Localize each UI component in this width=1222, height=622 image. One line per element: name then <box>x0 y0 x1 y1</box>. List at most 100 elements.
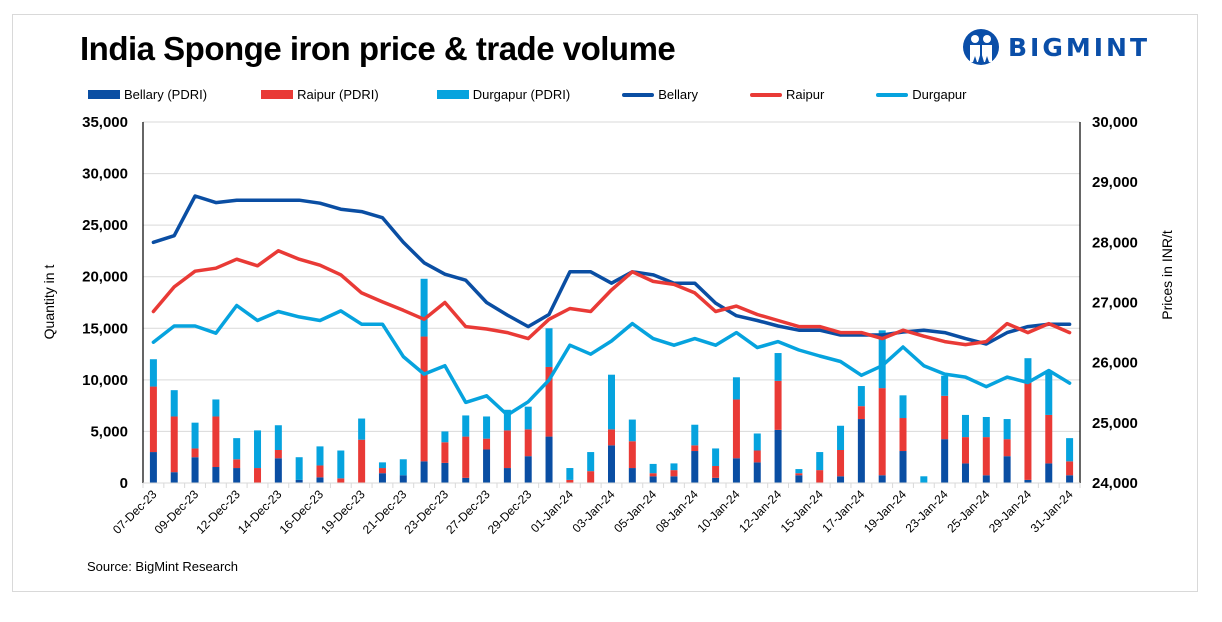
bar-raipur-pdri <box>503 430 511 469</box>
legend-label: Raipur (PDRI) <box>297 87 379 102</box>
y-axis-label: Quantity in t <box>41 265 57 340</box>
bar-raipur-pdri <box>941 395 949 440</box>
bar-bellary-pdri <box>233 468 241 483</box>
x-tick-label: 19-Jan-24 <box>861 487 909 535</box>
bar-durgapur-pdri <box>795 469 803 474</box>
bar-bellary-pdri <box>1003 456 1011 483</box>
bar-raipur-pdri <box>795 473 803 476</box>
x-tick-label: 07-Dec-23 <box>110 487 160 537</box>
y-tick-label: 0 <box>120 475 128 492</box>
x-tick-label: 14-Dec-23 <box>235 487 285 537</box>
bar-bellary-pdri <box>774 429 782 483</box>
bar-raipur-pdri <box>649 473 657 477</box>
bar-durgapur-pdri <box>170 390 178 417</box>
bar-durgapur-pdri <box>316 446 324 466</box>
legend-item-durgapur: Durgapur <box>876 87 966 102</box>
y2-tick-label: 26,000 <box>1092 355 1138 372</box>
bar-raipur-pdri <box>462 436 470 478</box>
bar-raipur-pdri <box>170 416 178 473</box>
bar-bellary-pdri <box>1066 475 1074 483</box>
bar-durgapur-pdri <box>503 409 511 431</box>
bar-bellary-pdri <box>691 451 699 483</box>
bar-raipur-pdri <box>587 471 595 483</box>
bar-durgapur-pdri <box>441 431 449 443</box>
bar-bellary-pdri <box>649 476 657 483</box>
bar-raipur-pdri <box>878 388 886 476</box>
x-tick-label: 09-Dec-23 <box>152 487 202 537</box>
x-tick-label: 08-Jan-24 <box>653 487 701 535</box>
legend-swatch <box>622 92 655 97</box>
bars <box>149 278 1074 483</box>
legend-label: Raipur <box>785 87 825 102</box>
bar-raipur-pdri <box>233 459 241 469</box>
x-tick-label: 23-Jan-24 <box>903 487 951 535</box>
legend-label: Bellary (PDRI) <box>124 87 208 102</box>
x-tick-label: 29-Jan-24 <box>986 487 1034 535</box>
y-tick-label: 25,000 <box>82 217 128 234</box>
bar-bellary-pdri <box>608 445 615 483</box>
y2-tick-label: 30,000 <box>1092 114 1138 131</box>
bar-durgapur-pdri <box>1003 419 1011 440</box>
bar-raipur-pdri <box>961 437 969 464</box>
bar-durgapur-pdri <box>1024 358 1032 382</box>
bar-bellary-pdri <box>732 458 740 483</box>
x-tick-label: 16-Dec-23 <box>277 487 327 537</box>
legend-swatch <box>261 90 294 99</box>
bar-bellary-pdri <box>170 472 178 483</box>
bar-durgapur-pdri <box>920 476 928 483</box>
bigmint-logo-icon <box>963 29 999 65</box>
bar-durgapur-pdri <box>254 430 262 469</box>
x-tick-label: 27-Dec-23 <box>443 487 493 537</box>
bar-raipur-pdri <box>982 437 990 476</box>
legend-item-bellary: Bellary <box>622 87 698 102</box>
bar-bellary-pdri <box>191 457 199 483</box>
bar-durgapur-pdri <box>191 422 199 449</box>
bar-raipur-pdri <box>149 386 157 453</box>
bar-durgapur-pdri <box>337 450 345 479</box>
bar-durgapur-pdri <box>816 452 824 471</box>
line-raipur-price <box>151 249 1072 347</box>
bar-bellary-pdri <box>628 468 636 483</box>
bar-durgapur-pdri <box>732 377 740 400</box>
bar-raipur-pdri <box>337 478 345 483</box>
bar-durgapur-pdri <box>1066 438 1074 462</box>
bar-durgapur-pdri <box>712 448 720 466</box>
x-tick-label: 23-Dec-23 <box>402 487 452 537</box>
bar-raipur-pdri <box>358 439 366 483</box>
bar-durgapur-pdri <box>670 463 678 471</box>
bar-raipur-pdri <box>191 448 199 458</box>
bar-bellary-pdri <box>420 461 428 483</box>
y-tick-label: 30,000 <box>82 166 128 183</box>
x-tick-label: 17-Jan-24 <box>819 487 867 535</box>
legend-label: Durgapur <box>912 87 967 102</box>
line-durgapur-price <box>151 303 1072 417</box>
bar-durgapur-pdri <box>857 386 865 407</box>
bar-durgapur-pdri <box>358 418 366 440</box>
bar-durgapur-pdri <box>233 438 241 460</box>
legend-swatch <box>88 90 120 99</box>
bar-raipur-pdri <box>837 449 845 477</box>
chart-title: India Sponge iron price & trade volume <box>80 30 676 67</box>
bar-bellary-pdri <box>503 468 511 483</box>
bar-bellary-pdri <box>483 449 491 483</box>
logo-text: BIGMINT <box>1008 32 1151 62</box>
bar-raipur-pdri <box>816 470 824 483</box>
bar-raipur-pdri <box>691 445 699 452</box>
bar-raipur-pdri <box>420 336 428 462</box>
bar-durgapur-pdri <box>295 457 303 480</box>
bar-bellary-pdri <box>899 451 907 483</box>
bar-raipur-pdri <box>857 406 865 420</box>
bar-durgapur-pdri <box>941 375 949 396</box>
bar-durgapur-pdri <box>878 330 886 389</box>
chart-card <box>12 14 1198 592</box>
x-tick-label: 01-Jan-24 <box>528 487 576 535</box>
bar-bellary-pdri <box>316 477 324 483</box>
y2-axis-label: Prices in INR/t <box>1159 230 1175 320</box>
legend-swatch <box>749 92 782 97</box>
bar-raipur-pdri <box>316 465 324 478</box>
bar-bellary-pdri <box>399 475 407 483</box>
line-bellary-price <box>151 194 1072 346</box>
bar-raipur-pdri <box>628 441 636 469</box>
legend-item-durgapur-pdri: Durgapur (PDRI) <box>436 87 570 102</box>
y2-tick-label: 27,000 <box>1092 295 1138 312</box>
